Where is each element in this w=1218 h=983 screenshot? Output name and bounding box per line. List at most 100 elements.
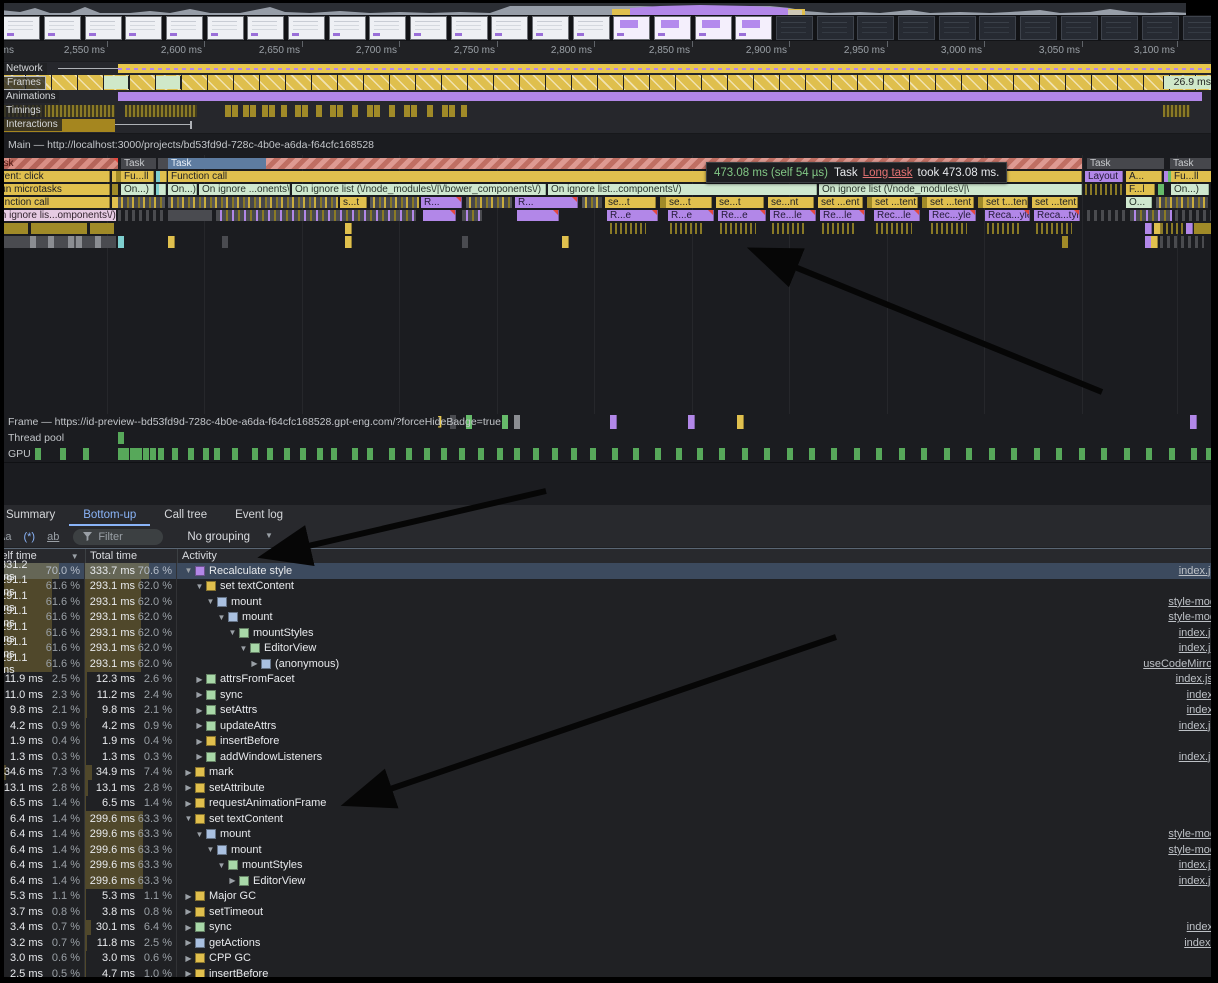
flame-event[interactable]: se...t — [716, 197, 764, 208]
table-row[interactable]: 291.1 ms 61.6 % 293.1 ms 62.0 % ▶ (anonymous)… — [0, 652, 1218, 676]
table-row[interactable]: 331.2 ms 70.0 % 333.7 ms 70.6 % ▼ Recalculate… — [0, 559, 1218, 583]
source-link[interactable]: style-mod — [1168, 828, 1216, 841]
flame-event[interactable]: R... — [515, 197, 578, 208]
table-row[interactable]: 6.4 ms 1.4 % 299.6 ms 63.3 % ▼ mount style-mod — [0, 842, 1218, 858]
grouping-select[interactable]: No grouping — [187, 530, 250, 543]
disclosure-down-icon[interactable]: ▼ — [184, 814, 193, 824]
column-header-activity[interactable]: Activity — [182, 550, 217, 562]
grouping-caret-icon[interactable]: ▼ — [265, 531, 273, 540]
table-row[interactable]: 6.4 ms 1.4 % 299.6 ms 63.3 % ▼ mountStyles ind… — [0, 857, 1218, 873]
flame-event[interactable]: Task — [121, 158, 156, 169]
disclosure-down-icon[interactable]: ▼ — [228, 628, 237, 638]
screenshot-thumbnail[interactable] — [573, 16, 610, 40]
screenshot-thumbnail[interactable] — [207, 16, 244, 40]
disclosure-down-icon[interactable]: ▼ — [195, 581, 204, 591]
screenshot-thumbnail[interactable] — [166, 16, 203, 40]
source-link[interactable]: index. — [1186, 921, 1216, 934]
flame-event[interactable]: Function call — [168, 171, 1082, 182]
disclosure-right-icon[interactable]: ▶ — [229, 876, 236, 886]
flame-event[interactable]: Layout — [1085, 171, 1123, 182]
table-row[interactable]: 5.3 ms 1.1 % 5.3 ms 1.1 % ▶ Major GC — [0, 888, 1218, 904]
flame-event[interactable]: A... — [1126, 171, 1162, 182]
tab-event-log[interactable]: Event log — [235, 509, 284, 521]
table-row[interactable]: 9.8 ms 2.1 % 9.8 ms 2.1 % ▶ setAttrs index. — [0, 702, 1218, 718]
filter-input[interactable]: Filter — [73, 528, 164, 545]
screenshot-thumbnail[interactable] — [1061, 16, 1098, 40]
disclosure-right-icon[interactable]: ▶ — [185, 783, 192, 793]
flame-event[interactable]: On ignore list (\/node_modules\/|\ — [819, 184, 1082, 195]
match-whole-word-button[interactable]: ab — [47, 530, 60, 543]
disclosure-right-icon[interactable]: ▶ — [185, 922, 192, 932]
screenshot-thumbnail[interactable] — [532, 16, 569, 40]
screenshot-thumbnail[interactable] — [369, 16, 406, 40]
track-label-frames[interactable]: Frames — [2, 76, 46, 90]
track-label-main-thread-label[interactable]: Main — http://localhost:3000/projects/bd… — [8, 139, 374, 151]
source-link[interactable]: index.js: — [1175, 673, 1216, 686]
source-link[interactable]: index. — [1186, 688, 1216, 701]
table-row[interactable]: 291.1 ms 61.6 % 293.1 ms 62.0 % ▼ set textCon… — [0, 574, 1218, 598]
disclosure-right-icon[interactable]: ▶ — [185, 767, 192, 777]
disclosure-right-icon[interactable]: ▶ — [251, 659, 258, 669]
track-label-gpu-track[interactable]: GPU — [8, 448, 31, 460]
flame-event[interactable]: R...e — [668, 210, 714, 221]
screenshot-thumbnail[interactable] — [979, 16, 1016, 40]
table-row[interactable]: 6.4 ms 1.4 % 299.6 ms 63.3 % ▼ mount style-mod — [0, 826, 1218, 842]
flame-event[interactable]: set ...tent — [1032, 197, 1078, 208]
table-row[interactable]: 3.7 ms 0.8 % 3.8 ms 0.8 % ▶ setTimeout — [0, 904, 1218, 920]
table-row[interactable]: 6.4 ms 1.4 % 299.6 ms 63.3 % ▼ set textConten… — [0, 811, 1218, 827]
flame-event[interactable]: Function call — [0, 197, 110, 208]
table-row[interactable]: 13.1 ms 2.8 % 13.1 ms 2.8 % ▶ setAttribute — [0, 780, 1218, 796]
table-row[interactable]: 3.4 ms 0.7 % 30.1 ms 6.4 % ▶ sync index. — [0, 919, 1218, 935]
flame-event[interactable]: s...t — [340, 197, 367, 208]
flame-event[interactable]: se...nt — [768, 197, 814, 208]
source-link[interactable]: index.js — [1178, 642, 1216, 655]
source-link[interactable]: index. — [1186, 704, 1216, 717]
source-link[interactable]: index.js — [1178, 626, 1216, 639]
screenshot-thumbnail[interactable] — [1101, 16, 1138, 40]
flame-event[interactable]: R...e — [607, 210, 658, 221]
track-label-frame-track[interactable]: Frame — https://id-preview--bd53fd9d-728… — [8, 416, 501, 428]
screenshot-thumbnail[interactable] — [410, 16, 447, 40]
source-link[interactable]: index.js — [1178, 750, 1216, 763]
flame-event[interactable]: On ignore lis...omponents\/) — [0, 210, 116, 221]
table-row[interactable]: 11.0 ms 2.3 % 11.2 ms 2.4 % ▶ sync index. — [0, 687, 1218, 703]
screenshot-thumbnail[interactable] — [939, 16, 976, 40]
flame-event[interactable]: Reca...yle — [985, 210, 1030, 221]
flame-event[interactable]: Fu...ll — [121, 171, 154, 182]
flame-event[interactable]: Task — [1170, 158, 1218, 169]
flame-event[interactable]: Task — [0, 158, 118, 169]
flame-event[interactable]: set ...tent — [927, 197, 974, 208]
flame-event[interactable]: Re...e — [718, 210, 766, 221]
table-row[interactable]: 3.2 ms 0.7 % 11.8 ms 2.5 % ▶ getActions index.… — [0, 935, 1218, 951]
table-row[interactable]: 11.9 ms 2.5 % 12.3 ms 2.6 % ▶ attrsFromFacet i… — [0, 671, 1218, 687]
track-label-network[interactable]: Network — [2, 63, 47, 75]
disclosure-right-icon[interactable]: ▶ — [196, 674, 203, 684]
table-row[interactable]: 6.4 ms 1.4 % 299.6 ms 63.3 % ▶ EditorView inde… — [0, 873, 1218, 889]
flame-event[interactable]: Task — [1087, 158, 1164, 169]
disclosure-down-icon[interactable]: ▼ — [195, 829, 204, 839]
flame-event[interactable]: Reca...tyle — [1034, 210, 1080, 221]
track-label-animations[interactable]: Animations — [2, 91, 60, 103]
table-row[interactable]: 291.1 ms 61.6 % 293.1 ms 62.0 % ▼ mount style-… — [0, 590, 1218, 614]
flame-event[interactable]: On ignore list...components\/) — [548, 184, 817, 195]
table-row[interactable]: 4.2 ms 0.9 % 4.2 ms 0.9 % ▶ updateAttrs index.… — [0, 718, 1218, 734]
disclosure-down-icon[interactable]: ▼ — [217, 860, 226, 870]
screenshot-thumbnail[interactable] — [44, 16, 81, 40]
source-link[interactable]: index.js — [1178, 874, 1216, 887]
source-link[interactable]: useCodeMirror — [1143, 657, 1216, 670]
flame-event[interactable]: On ignore ...onents\/) — [199, 184, 290, 195]
disclosure-right-icon[interactable]: ▶ — [185, 891, 192, 901]
screenshot-thumbnail[interactable] — [776, 16, 813, 40]
disclosure-down-icon[interactable]: ▼ — [206, 597, 215, 607]
screenshot-thumbnail[interactable] — [898, 16, 935, 40]
table-row[interactable]: 291.1 ms 61.6 % 293.1 ms 62.0 % ▼ mount style-… — [0, 605, 1218, 629]
flame-event[interactable]: On...) — [1171, 184, 1209, 195]
disclosure-down-icon[interactable]: ▼ — [217, 612, 226, 622]
long-task-link[interactable]: Long task — [862, 166, 913, 179]
screenshot-thumbnail[interactable] — [613, 16, 650, 40]
tab-bottom-up[interactable]: Bottom-up — [69, 505, 151, 526]
screenshot-thumbnail[interactable] — [654, 16, 691, 40]
table-row[interactable]: 291.1 ms 61.6 % 293.1 ms 62.0 % ▼ EditorView i… — [0, 636, 1218, 660]
disclosure-down-icon[interactable]: ▼ — [239, 643, 248, 653]
source-link[interactable]: style-mod — [1168, 843, 1216, 856]
